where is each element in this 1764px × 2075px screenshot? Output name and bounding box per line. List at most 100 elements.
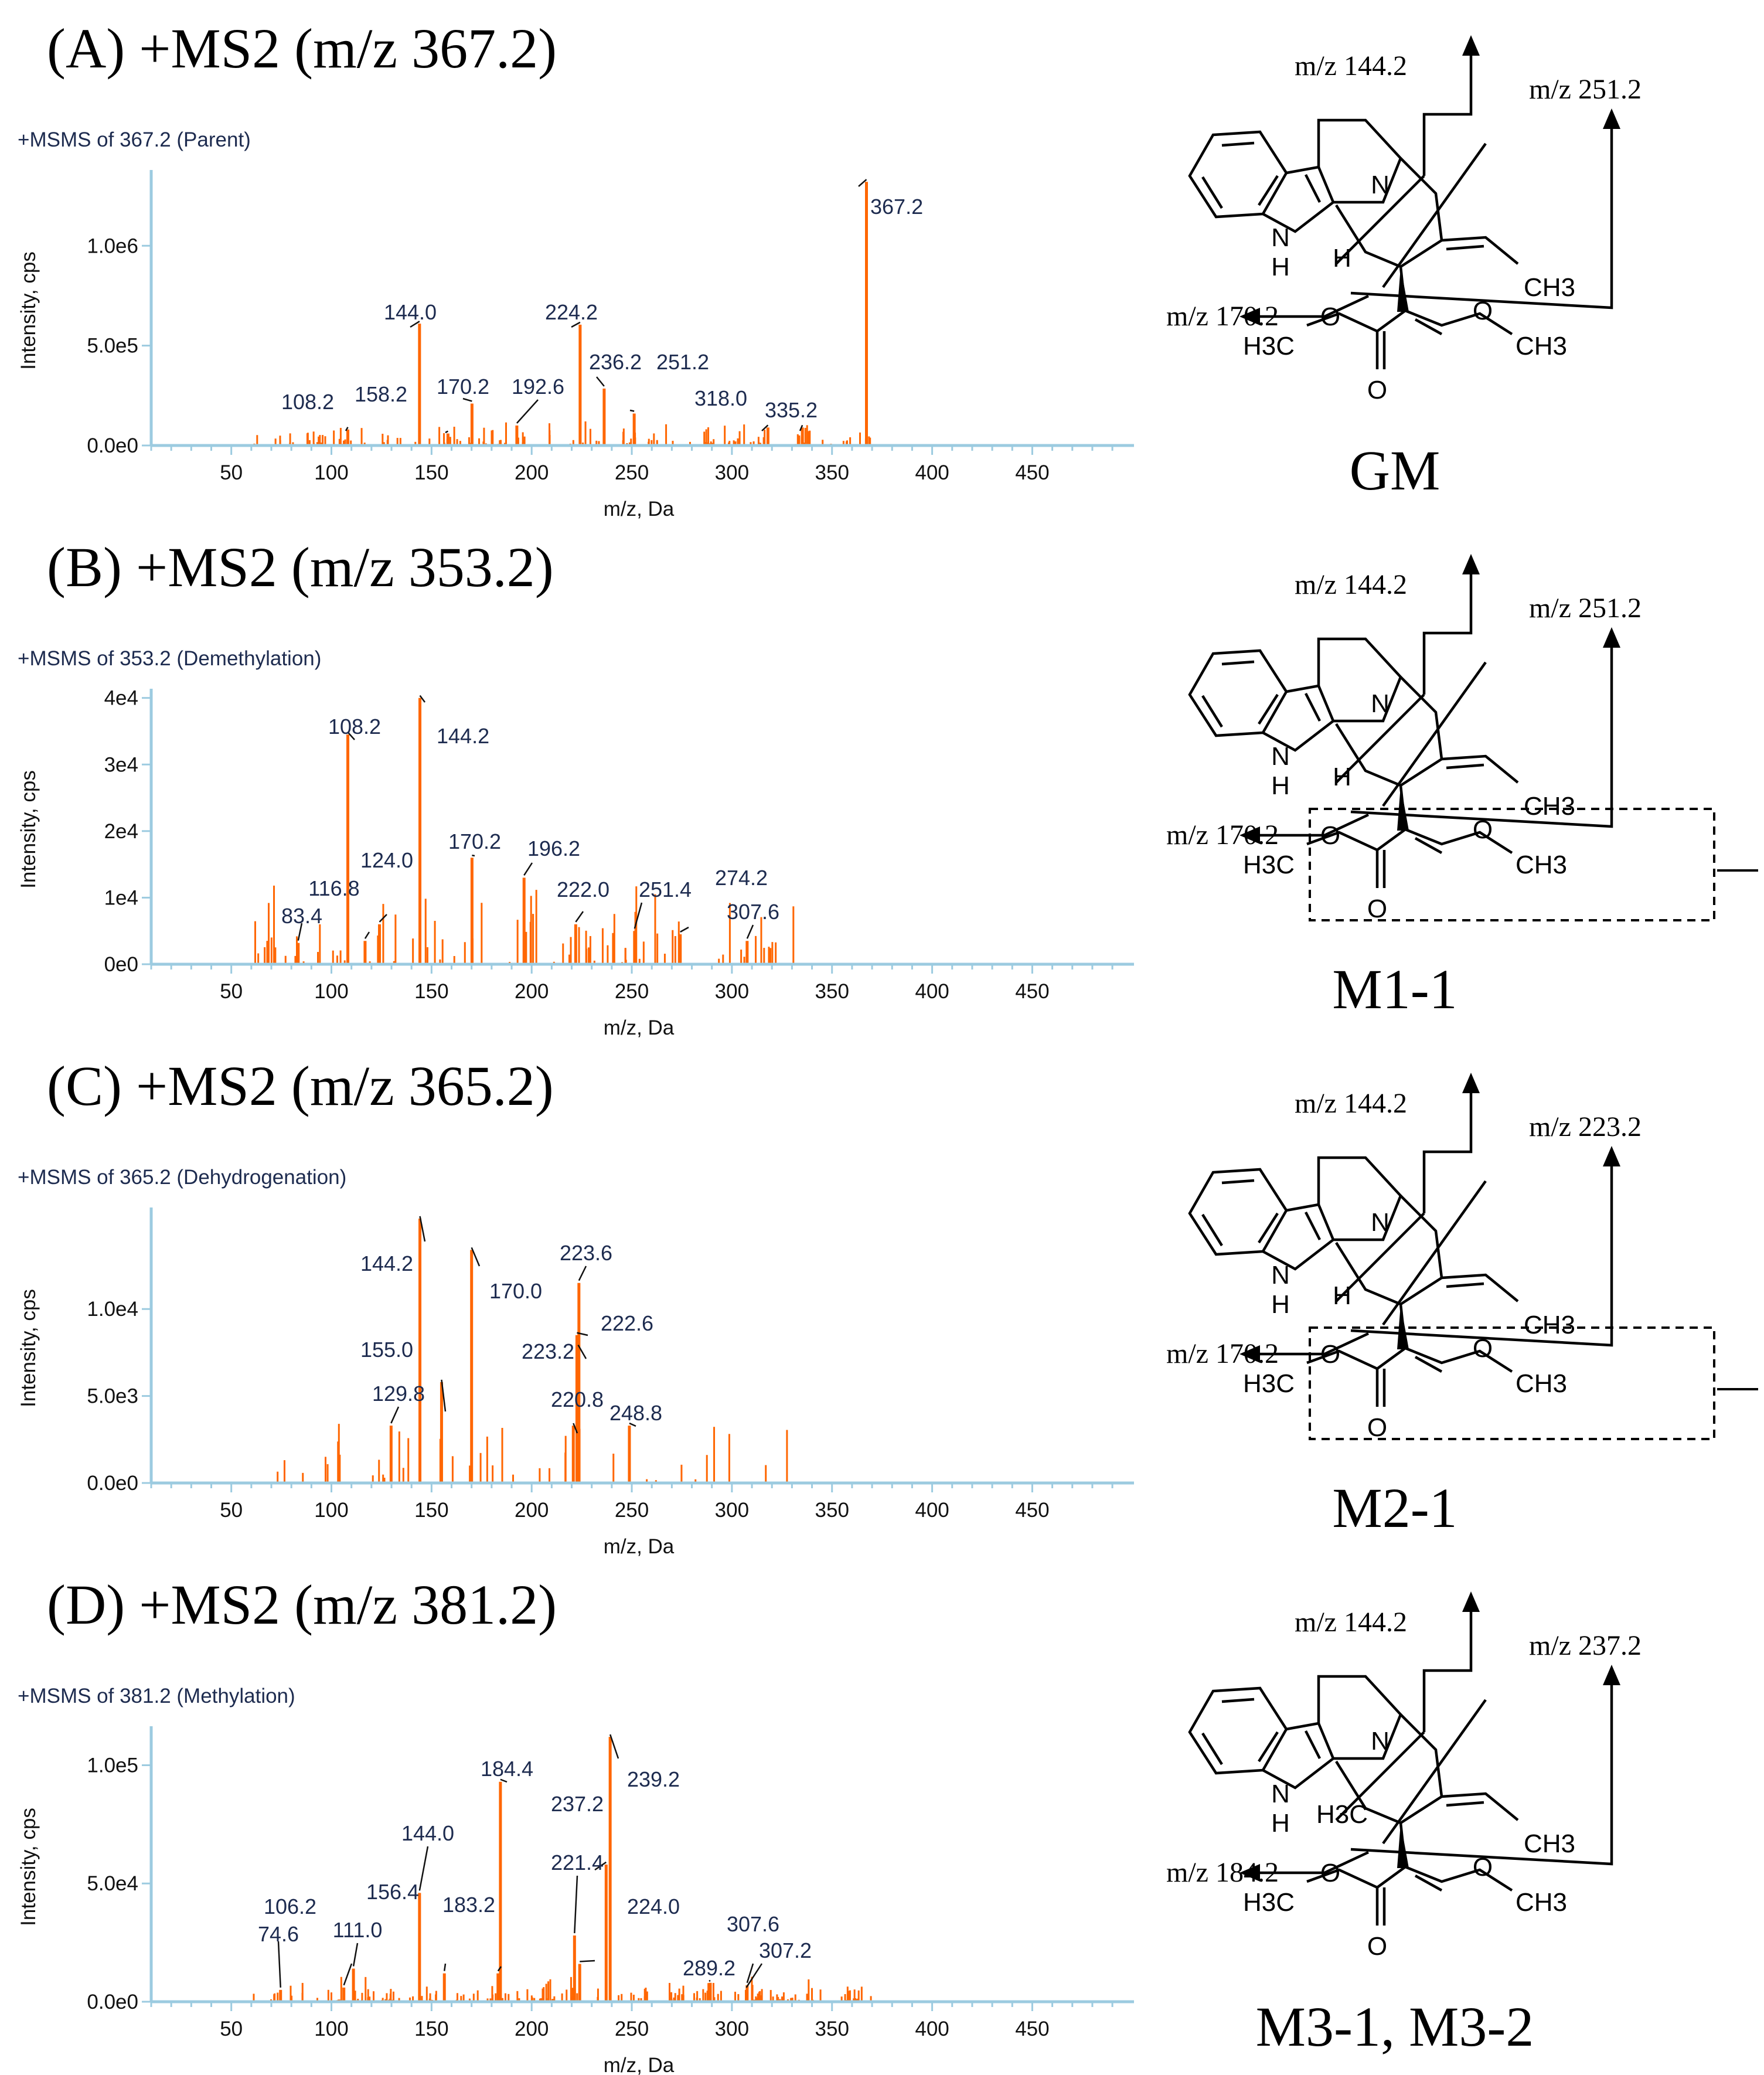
peak-leader: [516, 399, 539, 424]
atom-label: H: [1271, 1809, 1290, 1838]
peak-label: 222.6: [601, 1311, 653, 1335]
spectrum-chart-b: (B) +MS2 (m/z 353.2) +MSMS of 353.2 (Deme…: [17, 536, 1134, 1038]
frag-path-left: [1254, 813, 1369, 837]
double-bond: [1221, 1179, 1255, 1185]
x-tick-label: 250: [615, 2018, 649, 2040]
x-tick-label: 200: [515, 1499, 549, 1522]
double-bond: [1221, 141, 1255, 147]
x-tick-label: 300: [715, 2018, 749, 2040]
x-tick-label: 100: [314, 980, 348, 1003]
x-tick-label: 150: [414, 1499, 448, 1522]
enol-ether: [1405, 1865, 1513, 1892]
peak-label: 236.2: [589, 350, 642, 374]
atom-label: H3C: [1243, 851, 1295, 879]
peak-label: 251.2: [656, 350, 709, 374]
frag-label-left: m/z 170.2: [1166, 301, 1279, 332]
peak-leader: [575, 911, 584, 923]
x-tick-label: 400: [915, 2018, 949, 2040]
peak-leader: [277, 1941, 281, 1988]
compound-name: M1-1: [1332, 958, 1457, 1021]
x-tick-label: 400: [915, 461, 949, 484]
frag-path-left: [1254, 294, 1369, 318]
y-axis-label: Intensity, cps: [17, 770, 40, 889]
double-bond: [1221, 1698, 1255, 1703]
x-tick-label: 450: [1015, 1499, 1049, 1522]
peak-leader: [680, 926, 689, 933]
compound-name: M3-1, M3-2: [1256, 1995, 1534, 2058]
atom-label: CH3: [1516, 332, 1567, 360]
x-tick-label: 350: [815, 1499, 849, 1522]
x-axis-label: m/z, Da: [604, 1016, 675, 1038]
frag-path-top: [1422, 1606, 1473, 1732]
y-tick-label: 0e0: [104, 953, 138, 976]
frag-label-left: m/z 170.2: [1166, 819, 1279, 851]
double-bond: [1446, 1282, 1484, 1288]
cleavage-line: [1335, 175, 1425, 265]
peak-leader: [746, 924, 754, 939]
loss-box: [1309, 808, 1715, 921]
peak-label: 116.8: [308, 876, 359, 900]
frag-path-left: [1254, 1332, 1369, 1356]
frag-label-top: m/z 144.2: [1295, 50, 1407, 81]
peak-label: 108.2: [328, 715, 381, 739]
peak-leader: [573, 1423, 578, 1434]
x-axis-label: m/z, Da: [604, 498, 675, 519]
atom-label: CH3: [1524, 792, 1575, 821]
compound-name: GM: [1350, 439, 1441, 502]
double-bond: [1258, 1212, 1279, 1244]
spectrum-chart-c: (C) +MS2 (m/z 365.2) +MSMS of 365.2 (Dehy…: [17, 1054, 1134, 1556]
peak-leader: [352, 1943, 359, 1967]
frag-path-right: [1350, 1161, 1613, 1347]
peak-label: 144.2: [360, 1251, 413, 1275]
peak-leader: [419, 1216, 426, 1242]
cleavage-line: [1382, 1180, 1487, 1326]
peak-leader: [629, 409, 635, 412]
x-tick-label: 400: [915, 1499, 949, 1522]
atom-label: H3C: [1243, 332, 1295, 360]
peak-label: 124.0: [360, 848, 413, 872]
double-bond: [1201, 1732, 1223, 1766]
spectrum-subtitle: +MSMS of 367.2 (Parent): [18, 128, 251, 151]
arrow-up-icon: [1603, 1146, 1620, 1166]
frag-label-top: m/z 144.2: [1295, 1088, 1407, 1119]
peak-label: 224.2: [545, 300, 598, 324]
peak-label: 108.2: [281, 390, 334, 414]
atom-label: CH3: [1524, 273, 1575, 302]
y-tick-label: 2e4: [104, 820, 138, 843]
peak-leader: [609, 1734, 619, 1759]
x-tick-label: 300: [715, 1499, 749, 1522]
double-bond: [1414, 837, 1443, 854]
peak-label: 144.0: [401, 1821, 454, 1845]
peak-leader: [297, 923, 303, 941]
double-bond: [1304, 174, 1322, 203]
arrow-up-icon: [1462, 554, 1480, 574]
frag-label-right: m/z 223.2: [1529, 1111, 1642, 1142]
y-tick-label: 5.0e5: [87, 335, 138, 358]
wedge-bond: [1397, 1304, 1409, 1349]
arrow-left-icon: [1239, 308, 1260, 325]
quinolizidine-ring: [1335, 1713, 1443, 1825]
atom-label: N: [1371, 1208, 1390, 1237]
x-tick-label: 200: [515, 461, 549, 484]
x-tick-label: 250: [615, 1499, 649, 1522]
double-bond: [1201, 176, 1223, 209]
double-bond: [1414, 318, 1443, 335]
atom-label: N: [1271, 223, 1290, 252]
peak-label: 248.8: [609, 1401, 662, 1425]
atom-label: N: [1271, 1780, 1290, 1808]
peak-label: 224.0: [627, 1894, 680, 1918]
arrow-up-icon: [1462, 35, 1480, 56]
peak-label: 239.2: [627, 1767, 680, 1791]
panel-heading: (D) +MS2 (m/z 381.2): [47, 1573, 557, 1636]
peak-label: 129.8: [372, 1382, 425, 1406]
peak-label: 274.2: [715, 866, 768, 890]
panel-heading: (A) +MS2 (m/z 367.2): [47, 17, 557, 80]
peak-leader: [390, 1406, 400, 1424]
atom-label: N: [1271, 742, 1290, 771]
x-tick-label: 450: [1015, 461, 1049, 484]
cleavage-line: [1335, 1731, 1425, 1821]
y-tick-label: 0.0e0: [87, 1991, 138, 2013]
atom-label: H: [1271, 1290, 1290, 1319]
x-tick-label: 250: [615, 980, 649, 1003]
